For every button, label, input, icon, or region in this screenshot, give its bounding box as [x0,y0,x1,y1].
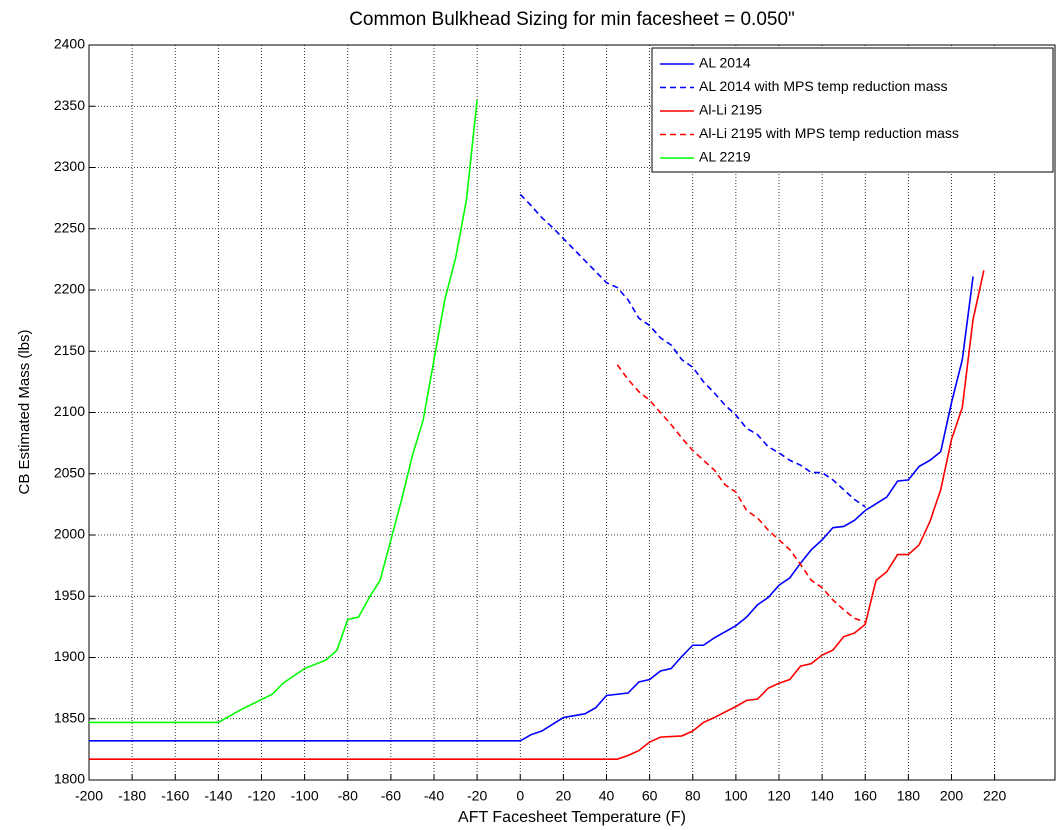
legend: AL 2014 AL 2014 with MPS temp reduction m… [651,47,1054,173]
x-tick-label: -40 [424,788,444,804]
y-tick-label: 2350 [54,97,85,113]
legend-label: Al-Li 2195 with MPS temp reduction mass [699,125,959,141]
y-tick-label: 1800 [54,771,85,787]
x-tick-label: -100 [291,788,319,804]
x-tick-label: 200 [940,788,964,804]
x-tick-label: 80 [685,788,701,804]
x-tick-label: -160 [161,788,189,804]
x-tick-label: 180 [897,788,921,804]
y-tick-label: 2050 [54,464,85,480]
x-tick-label: 40 [599,788,615,804]
x-tick-label: 0 [516,788,524,804]
y-axis-label: CB Estimated Mass (lbs) [16,329,33,494]
y-tick-label: 1900 [54,648,85,664]
plot-frame [88,44,1056,781]
legend-label: AL 2014 with MPS temp reduction mass [699,78,948,94]
y-tick-label: 2300 [54,158,85,174]
x-tick-label: -20 [467,788,487,804]
x-tick-label: 220 [983,788,1007,804]
y-tick-label: 1850 [54,709,85,725]
x-tick-label: 100 [724,788,748,804]
x-tick-label: 160 [854,788,878,804]
series-line [519,193,866,508]
y-tick-label: 2150 [54,342,85,358]
series-line [616,364,866,623]
x-tick-label: 140 [810,788,834,804]
series-line [89,100,478,724]
y-tick-label: 2100 [54,403,85,419]
legend-box [651,47,1054,173]
x-tick-label: 60 [642,788,658,804]
chart-title: Common Bulkhead Sizing for min facesheet… [349,9,795,30]
x-tick-label: -60 [381,788,401,804]
y-tick-label: 2400 [54,36,85,52]
x-tick-label: 120 [767,788,791,804]
x-tick-label: -120 [247,788,275,804]
y-tick-label: 2000 [54,526,85,542]
legend-label: Al-Li 2195 [699,102,762,118]
legend-label: AL 2014 [699,55,751,71]
series-line [89,270,985,760]
x-tick-label: -180 [118,788,146,804]
x-tick-label: -80 [338,788,358,804]
series-line [89,276,974,742]
y-tick-label: 1950 [54,587,85,603]
legend-label: AL 2219 [699,149,751,165]
y-tick-label: 2200 [54,281,85,297]
x-axis-label: AFT Facesheet Temperature (F) [458,809,686,826]
x-tick-label: -200 [75,788,103,804]
y-tick-label: 2250 [54,219,85,235]
x-tick-label: 20 [556,788,572,804]
x-tick-label: -140 [204,788,232,804]
